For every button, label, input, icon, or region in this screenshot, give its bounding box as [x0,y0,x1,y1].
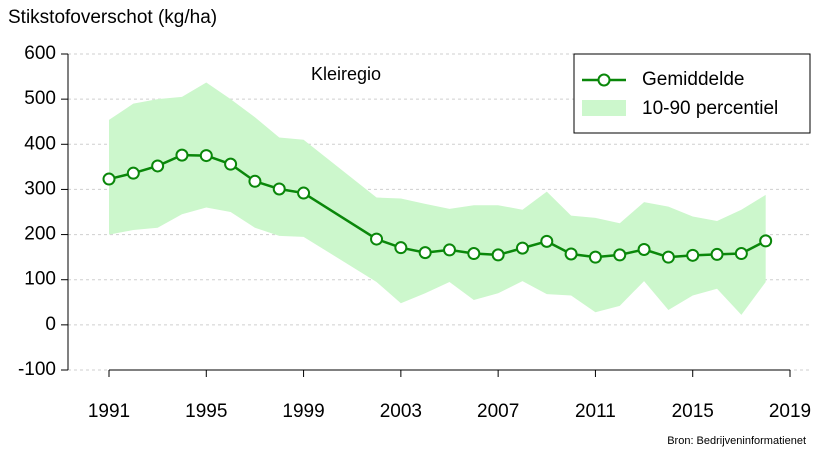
y-tick-label: 400 [24,133,56,154]
mean-point [515,241,529,255]
x-tick-label: 2003 [380,401,422,422]
mean-point [540,234,554,248]
mean-point [418,246,432,260]
y-tick-label: 500 [24,88,56,109]
legend-swatch [582,100,626,116]
mean-point [102,172,116,186]
mean-point [272,182,286,196]
source: Bron: Bedrijveninformatienet [667,435,806,447]
annotation: Kleiregio [311,64,381,84]
mean-point [661,250,675,264]
mean-point [491,248,505,262]
y-tick-label: 100 [24,269,56,290]
mean-point [588,250,602,264]
mean-point [734,247,748,261]
y-tick-label: 300 [24,178,56,199]
mean-point [686,248,700,262]
mean-point [613,248,627,262]
mean-point [151,159,165,173]
legend-marker [597,73,611,87]
y-tick-label: 600 [24,43,56,64]
mean-point [370,232,384,246]
legend-box [573,53,811,134]
mean-point [175,148,189,162]
mean-point [126,166,140,180]
mean-point [467,247,481,261]
mean-point [759,234,773,248]
legend-label: 10-90 percentiel [642,98,778,119]
x-tick-label: 2019 [769,401,811,422]
mean-point [248,174,262,188]
y-tick-label: 0 [45,314,56,335]
y-tick-label: 200 [24,224,56,245]
x-tick-label: 1995 [185,401,227,422]
mean-point [710,247,724,261]
mean-point [443,243,456,257]
x-tick-label: 1999 [282,401,324,422]
mean-point [637,242,651,256]
x-tick-label: 2015 [672,401,714,422]
mean-point [297,186,311,200]
mean-point [564,247,578,261]
chart-title: Stikstofoverschot (kg/ha) [8,7,217,28]
x-tick-label: 2007 [477,401,519,422]
y-tick-label: -100 [18,359,56,380]
mean-point [199,149,213,163]
legend-label: Gemiddelde [642,69,744,90]
mean-point [394,241,408,255]
x-tick-label: 2011 [575,401,616,422]
mean-point [224,157,238,171]
x-tick-label: 1991 [88,401,130,422]
